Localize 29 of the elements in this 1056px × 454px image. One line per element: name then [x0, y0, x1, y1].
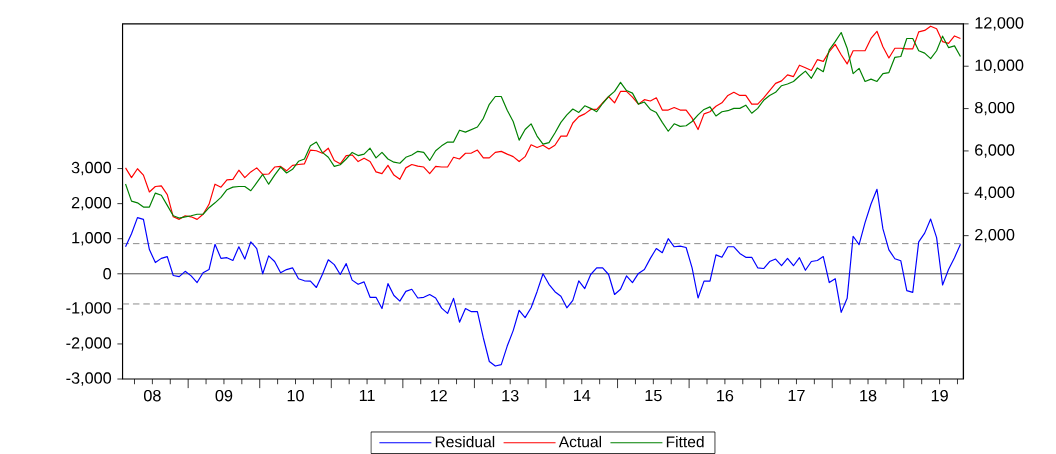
x-tick-label: 11: [359, 389, 375, 402]
legend-label: Residual: [435, 435, 495, 448]
x-tick-label: 14: [573, 389, 591, 402]
x-tick-label: 08: [143, 389, 161, 402]
y2-tick-label: 4,000: [974, 186, 1015, 200]
legend-label: Fitted: [666, 435, 704, 448]
x-tick-label: 16: [717, 389, 734, 402]
y-tick-label: -3,000: [66, 372, 112, 386]
y-tick-label: 1,000: [72, 232, 112, 246]
y-tick-label: -2,000: [66, 337, 112, 351]
x-tick-label: 09: [215, 389, 233, 402]
y2-tick-label: 10,000: [975, 59, 1024, 73]
y-tick-label: -1,000: [66, 302, 112, 316]
x-tick-label: 10: [287, 389, 304, 402]
legend-label: Actual: [558, 435, 602, 448]
x-tick-label: 17: [788, 389, 805, 402]
y2-tick-label: 2,000: [975, 228, 1015, 243]
y-tick-label: 2,000: [71, 196, 112, 211]
x-tick-label: 18: [860, 389, 877, 402]
x-tick-label: 13: [502, 389, 519, 402]
x-tick-label: 15: [645, 389, 662, 402]
x-tick-label: 12: [430, 389, 447, 402]
y-tick-label: 0: [103, 268, 112, 280]
y2-tick-label: 12,000: [975, 17, 1024, 31]
line-series: [124, 188, 962, 367]
y-tick-label: 3,000: [71, 161, 112, 176]
y2-tick-label: 8,000: [975, 101, 1015, 116]
y2-tick-label: 6,000: [975, 144, 1015, 158]
x-tick-label: 19: [931, 389, 948, 402]
